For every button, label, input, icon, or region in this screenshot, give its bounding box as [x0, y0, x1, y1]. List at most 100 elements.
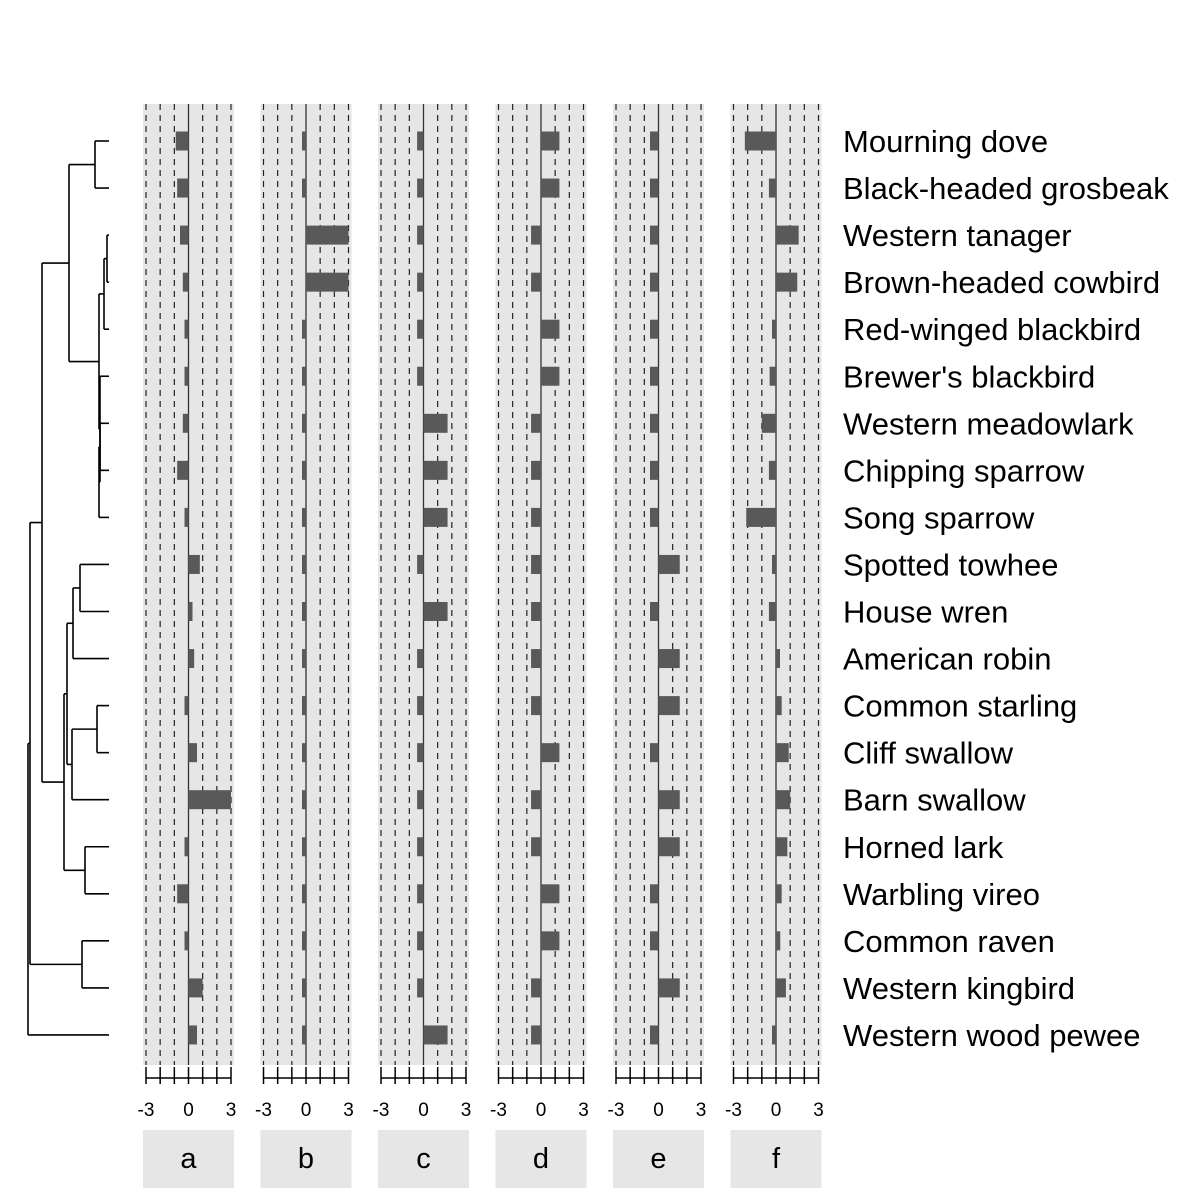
bar-e-7: [650, 413, 659, 433]
trait-panels: -3 0 3 a -3 0 3 b -3 0 3 c -3 0 3 d -3 0 3 e -3 0 3 f: [138, 104, 824, 1188]
bar-b-11: [302, 602, 306, 621]
species-label: Common raven: [843, 924, 1055, 959]
x-tick-label: 3: [813, 1100, 824, 1121]
bar-e-12: [658, 649, 680, 669]
bar-e-10: [658, 554, 680, 574]
bar-b-4: [306, 272, 349, 292]
bar-d-17: [541, 884, 560, 904]
bar-d-13: [531, 696, 541, 716]
bar-f-4: [776, 272, 798, 292]
bar-c-14: [417, 743, 424, 763]
bar-a-5: [184, 319, 189, 339]
dendrogram: [27, 140, 109, 1036]
bar-c-8: [423, 460, 448, 480]
bar-d-18: [541, 931, 560, 951]
bar-e-9: [650, 507, 659, 527]
bar-b-16: [302, 837, 306, 857]
bar-f-17: [776, 884, 782, 904]
bar-c-15: [417, 790, 424, 810]
species-label: Red-winged blackbird: [843, 312, 1141, 347]
bar-d-14: [541, 743, 560, 763]
bar-a-16: [184, 837, 189, 857]
bar-a-10: [188, 554, 200, 574]
bar-d-19: [531, 978, 541, 998]
species-label: Western meadowlark: [843, 406, 1134, 441]
species-label: American robin: [843, 642, 1051, 677]
bar-c-16: [417, 837, 424, 857]
bar-a-6: [184, 366, 189, 386]
bar-e-11: [650, 602, 659, 621]
x-tick-label: -3: [490, 1100, 507, 1121]
bar-e-13: [658, 696, 680, 716]
species-label: Cliff swallow: [843, 736, 1014, 771]
panel-label: c: [416, 1143, 431, 1175]
bar-c-6: [417, 366, 424, 386]
bar-e-15: [658, 790, 680, 810]
x-tick-label: 0: [301, 1100, 312, 1121]
species-label: Western wood pewee: [843, 1018, 1141, 1053]
bar-b-3: [306, 225, 349, 245]
bar-a-2: [177, 178, 189, 198]
bar-b-20: [302, 1025, 306, 1045]
bar-d-3: [531, 225, 541, 245]
bar-c-3: [417, 225, 424, 245]
bar-d-4: [531, 272, 541, 292]
bar-f-9: [746, 507, 776, 527]
x-tick-label: 3: [696, 1100, 707, 1121]
x-tick-label: 3: [578, 1100, 589, 1121]
bar-e-3: [650, 225, 659, 245]
x-tick-label: 0: [418, 1100, 429, 1121]
bar-c-17: [417, 884, 424, 904]
bar-c-5: [417, 319, 424, 339]
panel-e: -3 0 3 e: [608, 104, 707, 1188]
bar-f-10: [772, 554, 776, 574]
panel-c: -3 0 3 c: [373, 104, 471, 1188]
x-tick-label: 0: [653, 1100, 664, 1121]
bar-e-14: [650, 743, 659, 763]
bar-d-12: [531, 649, 541, 669]
bar-a-20: [188, 1025, 197, 1045]
bar-d-7: [531, 413, 541, 433]
panel-d: -3 0 3 d: [490, 104, 589, 1188]
bar-f-7: [761, 413, 776, 433]
bar-c-9: [423, 507, 448, 527]
bar-b-2: [302, 178, 306, 198]
species-label: Black-headed grosbeak: [843, 171, 1169, 206]
species-label: Horned lark: [843, 830, 1004, 865]
panel-strip: [495, 1130, 587, 1188]
bar-f-6: [769, 366, 776, 386]
bar-d-11: [531, 602, 541, 621]
bar-f-2: [768, 178, 776, 198]
panel-label: b: [298, 1143, 314, 1175]
bar-a-4: [182, 272, 189, 292]
bar-a-15: [188, 790, 231, 810]
panel-f: -3 0 3 f: [725, 104, 824, 1188]
bar-e-2: [650, 178, 659, 198]
bar-e-20: [650, 1025, 659, 1045]
bar-f-20: [772, 1025, 776, 1045]
species-label: Mourning dove: [843, 124, 1048, 159]
species-labels: Mourning dove Black-headed grosbeak Wester…: [843, 124, 1169, 1053]
bar-a-12: [188, 649, 195, 669]
bar-c-10: [417, 554, 424, 574]
bar-b-18: [302, 931, 306, 951]
bar-b-6: [302, 366, 306, 386]
bar-a-7: [182, 413, 189, 433]
bar-d-15: [531, 790, 541, 810]
panel-strip: [143, 1130, 234, 1188]
bar-f-15: [776, 790, 791, 810]
bar-f-11: [768, 602, 776, 621]
bar-c-2: [417, 178, 424, 198]
species-label: Barn swallow: [843, 783, 1026, 818]
bar-b-7: [302, 413, 306, 433]
bar-d-9: [531, 507, 541, 527]
species-label: Common starling: [843, 689, 1077, 724]
bar-a-17: [177, 884, 189, 904]
bar-c-1: [417, 131, 424, 151]
bar-f-3: [776, 225, 799, 245]
bar-c-20: [423, 1025, 448, 1045]
bar-a-11: [188, 602, 193, 621]
bar-d-16: [531, 837, 541, 857]
bar-a-19: [188, 978, 203, 998]
bar-e-5: [650, 319, 659, 339]
